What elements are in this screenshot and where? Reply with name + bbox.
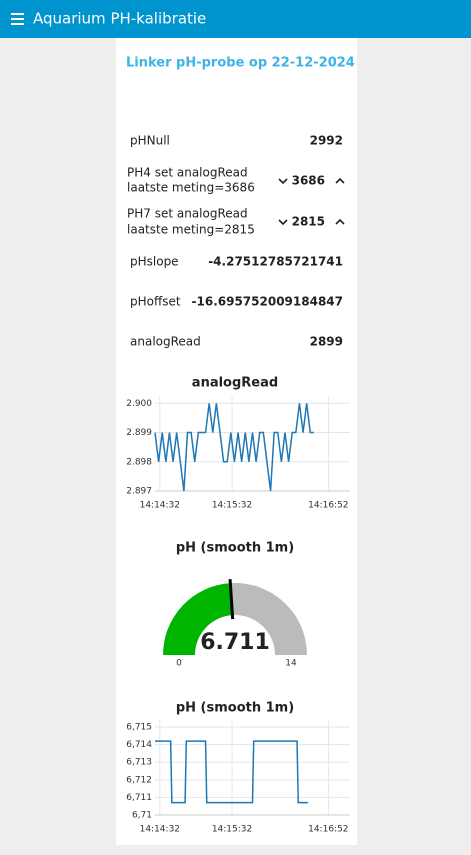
y-tick-label: 6,713 xyxy=(126,758,152,768)
x-tick-label: 14:15:32 xyxy=(212,501,252,511)
y-tick-label: 6,715 xyxy=(126,723,152,733)
row-label: analogRead xyxy=(130,335,201,349)
x-tick-label: 14:16:52 xyxy=(308,825,348,835)
y-tick-label: 6,714 xyxy=(126,740,152,750)
gauge-value: 6.711 xyxy=(200,630,270,655)
y-tick-label: 2.900 xyxy=(126,399,152,409)
gauge-min: 0 xyxy=(176,659,182,669)
card-title: Linker pH-probe op 22-12-2024 xyxy=(126,56,355,71)
chart-title: analogRead xyxy=(192,376,278,391)
header-title: Aquarium PH-kalibratie xyxy=(33,10,206,28)
row-value: -16.695752009184847 xyxy=(192,295,343,309)
row-value: 2815 xyxy=(292,215,325,229)
x-tick-label: 14:14:32 xyxy=(140,501,180,511)
y-tick-label: 2.899 xyxy=(126,428,152,438)
row-value: 3686 xyxy=(292,174,325,188)
gauge-rest-arc xyxy=(230,583,307,655)
chart-title: pH (smooth 1m) xyxy=(176,541,294,556)
increment-button[interactable] xyxy=(335,218,345,225)
data-line xyxy=(155,740,308,804)
row-label: pHNull xyxy=(130,134,170,148)
y-tick-label: 6,711 xyxy=(126,793,152,803)
row-label: pHoffset xyxy=(130,295,181,309)
x-tick-label: 14:16:52 xyxy=(308,501,348,511)
row-label: laatste meting=2815 xyxy=(127,223,255,237)
data-line xyxy=(154,403,314,492)
row-label: pHslope xyxy=(130,255,179,269)
y-tick-label: 6,71 xyxy=(132,811,152,821)
x-tick-label: 14:14:32 xyxy=(140,825,180,835)
gauge-value-arc xyxy=(163,583,233,655)
y-tick-label: 6,712 xyxy=(126,775,152,785)
row-value: 2992 xyxy=(310,134,343,148)
y-tick-label: 2.898 xyxy=(126,457,152,467)
row-value: 2899 xyxy=(310,335,343,349)
menu-icon[interactable] xyxy=(11,13,24,25)
row-label: PH4 set analogRead xyxy=(127,166,248,180)
y-tick-label: 2.897 xyxy=(126,487,152,497)
header-bar xyxy=(0,0,471,38)
increment-button[interactable] xyxy=(335,177,345,184)
row-label: PH7 set analogRead xyxy=(127,207,248,221)
gauge-needle xyxy=(228,579,235,620)
decrement-button[interactable] xyxy=(278,178,288,185)
chart-title: pH (smooth 1m) xyxy=(176,701,294,716)
row-label: laatste meting=3686 xyxy=(127,181,255,195)
decrement-button[interactable] xyxy=(278,219,288,226)
gauge-max: 14 xyxy=(285,659,297,669)
x-tick-label: 14:15:32 xyxy=(212,825,252,835)
row-value: -4.27512785721741 xyxy=(208,255,343,269)
